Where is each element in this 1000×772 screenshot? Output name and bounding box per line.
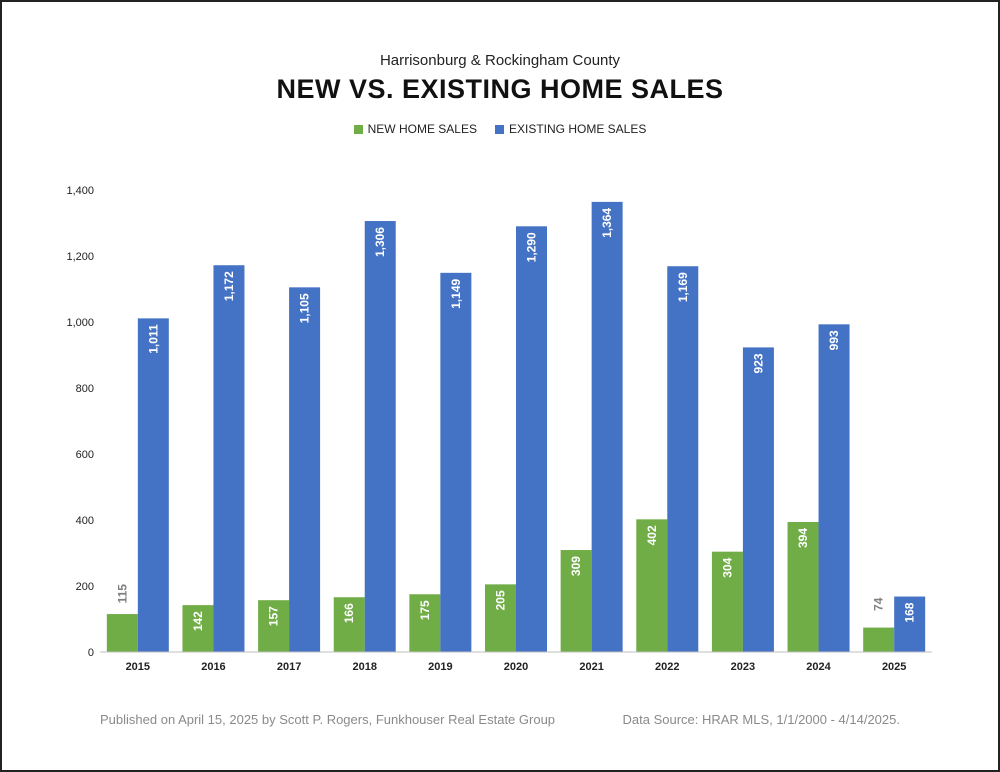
footer-source: Data Source: HRAR MLS, 1/1/2000 - 4/14/2…	[622, 712, 901, 727]
bar-new-home-sales	[258, 600, 290, 652]
bar-new-home-sales	[711, 551, 743, 652]
data-label: 1,105	[298, 293, 312, 323]
data-label: 166	[342, 603, 356, 623]
bar-existing-home-sales	[440, 272, 472, 652]
bar-existing-home-sales	[516, 226, 547, 653]
legend-item-existing: EXISTING HOME SALES	[494, 122, 647, 136]
x-tick-label: 2016	[201, 661, 225, 673]
x-tick-label: 2015	[126, 661, 150, 673]
chart-legend: NEW HOME SALES EXISTING HOME SALES	[0, 122, 1000, 136]
bar-new-home-sales	[182, 605, 214, 652]
y-tick-label: 0	[88, 647, 94, 659]
data-label: 304	[720, 557, 734, 577]
x-tick-label: 2024	[806, 661, 831, 673]
bar-new-home-sales	[106, 614, 138, 652]
x-tick-label: 2023	[731, 661, 755, 673]
data-label: 168	[903, 602, 917, 622]
legend-swatch-existing	[494, 124, 504, 134]
data-label: 142	[191, 611, 205, 631]
chart-title: NEW VS. EXISTING HOME SALES	[276, 74, 724, 104]
legend-swatch-new	[353, 124, 363, 134]
data-label: 923	[751, 353, 765, 373]
data-label: 1,364	[600, 208, 614, 238]
data-label: 74	[872, 597, 886, 611]
y-tick-label: 600	[76, 449, 94, 461]
data-label: 175	[418, 600, 432, 620]
data-label: 1,011	[146, 324, 160, 354]
legend-item-new: NEW HOME SALES	[353, 122, 477, 136]
bar-new-home-sales	[863, 627, 895, 652]
x-tick-label: 2017	[277, 661, 301, 673]
legend-label-new: NEW HOME SALES	[367, 122, 477, 136]
bar-existing-home-sales	[213, 265, 245, 652]
x-tick-label: 2019	[428, 661, 452, 673]
data-label: 993	[827, 330, 841, 350]
bar-existing-home-sales	[137, 318, 169, 652]
bar-new-home-sales	[485, 584, 516, 652]
x-tick-label: 2020	[504, 661, 528, 673]
bar-existing-home-sales	[742, 347, 774, 652]
footer-published: Published on April 15, 2025 by Scott P. …	[100, 712, 556, 727]
bar-new-home-sales	[560, 550, 592, 652]
x-tick-label: 2022	[655, 661, 679, 673]
legend-label-existing: EXISTING HOME SALES	[508, 122, 647, 136]
y-tick-label: 200	[76, 581, 94, 593]
data-label: 115	[115, 584, 129, 604]
bar-existing-home-sales	[818, 324, 850, 652]
y-tick-label: 1,200	[66, 251, 94, 263]
y-tick-label: 1,400	[66, 185, 94, 197]
data-label: 1,149	[449, 279, 463, 309]
y-tick-label: 1,000	[66, 317, 94, 329]
data-label: 394	[796, 528, 810, 548]
bar-new-home-sales	[409, 594, 441, 652]
bar-existing-home-sales	[894, 596, 926, 652]
bar-existing-home-sales	[667, 266, 699, 652]
bar-new-home-sales	[333, 597, 365, 652]
data-label: 1,172	[222, 271, 236, 301]
bar-existing-home-sales	[591, 201, 623, 652]
data-label: 402	[645, 525, 659, 545]
data-label: 157	[267, 606, 281, 626]
data-label: 1,169	[676, 272, 690, 302]
data-label: 1,290	[525, 232, 539, 262]
bar-existing-home-sales	[364, 221, 396, 652]
x-tick-label: 2018	[352, 661, 376, 673]
y-tick-label: 800	[76, 383, 94, 395]
x-tick-label: 2025	[882, 661, 906, 673]
x-tick-label: 2021	[579, 661, 603, 673]
data-label: 309	[569, 556, 583, 576]
y-tick-label: 400	[76, 515, 94, 527]
data-label: 1,306	[373, 227, 387, 257]
bar-new-home-sales	[787, 521, 819, 652]
bar-new-home-sales	[636, 519, 668, 652]
bar-existing-home-sales	[289, 287, 321, 652]
data-label: 205	[494, 590, 508, 610]
chart-subtitle: Harrisonburg & Rockingham County	[379, 52, 621, 69]
